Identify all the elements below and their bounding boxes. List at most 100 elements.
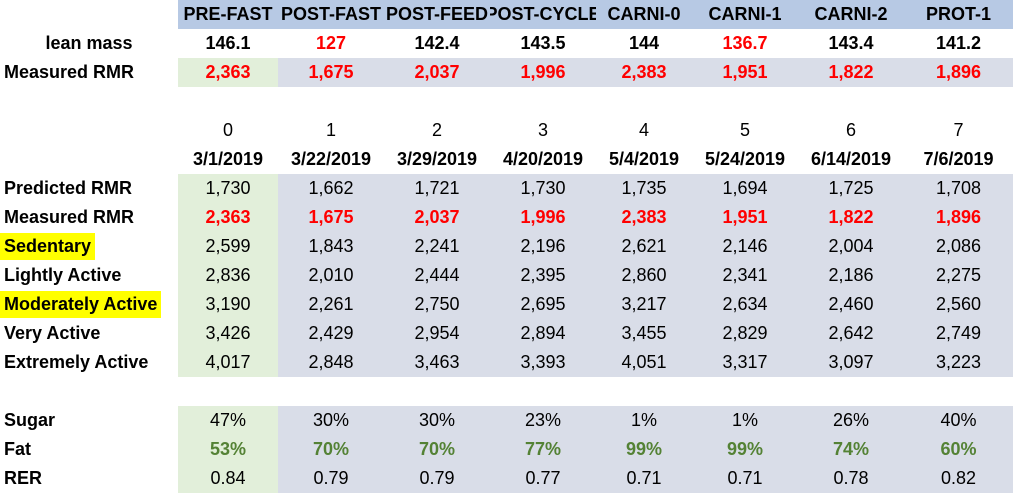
measured-rmr-cell[interactable]: 1,996: [490, 58, 596, 87]
index-cell[interactable]: 5: [739, 120, 750, 140]
data-cell[interactable]: 1,662: [278, 174, 384, 203]
measured-rmr-cell[interactable]: 1,822: [798, 58, 904, 87]
date-header[interactable]: 6/14/2019: [810, 149, 892, 169]
data-cell[interactable]: 2,146: [692, 232, 798, 261]
index-cell[interactable]: 1: [325, 120, 336, 140]
macro-cell[interactable]: 0.82: [904, 464, 1013, 493]
data-cell[interactable]: 2,599: [178, 232, 278, 261]
measured-rmr-cell[interactable]: 1,896: [904, 58, 1013, 87]
data-cell[interactable]: 2,848: [278, 348, 384, 377]
data-cell[interactable]: 2,894: [490, 319, 596, 348]
phase-header[interactable]: CARNI-1: [692, 0, 798, 29]
data-cell[interactable]: 2,010: [278, 261, 384, 290]
data-cell[interactable]: 2,954: [384, 319, 490, 348]
data-cell[interactable]: 2,004: [798, 232, 904, 261]
data-cell[interactable]: 3,223: [904, 348, 1013, 377]
measured-rmr-cell[interactable]: 2,383: [596, 58, 692, 87]
data-cell[interactable]: 3,463: [384, 348, 490, 377]
data-cell[interactable]: 2,429: [278, 319, 384, 348]
phase-header[interactable]: CARNI-2: [798, 0, 904, 29]
macro-cell[interactable]: 26%: [798, 406, 904, 435]
macro-cell[interactable]: 74%: [798, 435, 904, 464]
data-cell[interactable]: 2,196: [490, 232, 596, 261]
date-header[interactable]: 5/4/2019: [608, 149, 680, 169]
date-header[interactable]: 7/6/2019: [923, 149, 994, 169]
data-cell[interactable]: 2,621: [596, 232, 692, 261]
macro-cell[interactable]: 0.84: [178, 464, 278, 493]
phase-header[interactable]: POST-CYCLE: [490, 0, 596, 29]
lean-mass-cell[interactable]: 143.4: [828, 33, 874, 53]
lean-mass-cell[interactable]: 144: [628, 33, 660, 53]
index-cell[interactable]: 0: [222, 120, 233, 140]
data-cell[interactable]: 2,860: [596, 261, 692, 290]
phase-header[interactable]: POST-FEED: [384, 0, 490, 29]
data-cell[interactable]: 2,829: [692, 319, 798, 348]
macro-cell[interactable]: 0.77: [490, 464, 596, 493]
data-cell[interactable]: 2,750: [384, 290, 490, 319]
data-cell[interactable]: 2,037: [384, 203, 490, 232]
data-cell[interactable]: 1,730: [490, 174, 596, 203]
measured-rmr-cell[interactable]: 2,037: [384, 58, 490, 87]
data-cell[interactable]: 1,843: [278, 232, 384, 261]
macro-cell[interactable]: 0.78: [798, 464, 904, 493]
macro-cell[interactable]: 40%: [904, 406, 1013, 435]
data-cell[interactable]: 1,951: [692, 203, 798, 232]
macro-cell[interactable]: 1%: [596, 406, 692, 435]
data-cell[interactable]: 1,708: [904, 174, 1013, 203]
macro-cell[interactable]: 70%: [278, 435, 384, 464]
data-cell[interactable]: 2,560: [904, 290, 1013, 319]
measured-rmr-cell[interactable]: 1,951: [692, 58, 798, 87]
phase-header[interactable]: POST-FAST: [278, 0, 384, 29]
data-cell[interactable]: 3,217: [596, 290, 692, 319]
data-cell[interactable]: 2,341: [692, 261, 798, 290]
index-cell[interactable]: 7: [953, 120, 964, 140]
index-cell[interactable]: 6: [845, 120, 856, 140]
measured-rmr-cell[interactable]: 1,675: [278, 58, 384, 87]
date-header[interactable]: 3/22/2019: [290, 149, 372, 169]
data-cell[interactable]: 2,383: [596, 203, 692, 232]
data-cell[interactable]: 1,896: [904, 203, 1013, 232]
data-cell[interactable]: 2,444: [384, 261, 490, 290]
macro-cell[interactable]: 0.71: [692, 464, 798, 493]
phase-header[interactable]: CARNI-0: [596, 0, 692, 29]
data-cell[interactable]: 3,426: [178, 319, 278, 348]
date-header[interactable]: 5/24/2019: [704, 149, 786, 169]
data-cell[interactable]: 3,097: [798, 348, 904, 377]
lean-mass-cell[interactable]: 142.4: [414, 33, 460, 53]
lean-mass-cell[interactable]: 141.2: [935, 33, 982, 53]
macro-cell[interactable]: 47%: [178, 406, 278, 435]
data-cell[interactable]: 2,363: [178, 203, 278, 232]
phase-header[interactable]: PRE-FAST: [178, 0, 278, 29]
data-cell[interactable]: 2,261: [278, 290, 384, 319]
data-cell[interactable]: 4,017: [178, 348, 278, 377]
data-cell[interactable]: 3,317: [692, 348, 798, 377]
macro-cell[interactable]: 0.71: [596, 464, 692, 493]
macro-cell[interactable]: 70%: [384, 435, 490, 464]
data-cell[interactable]: 2,241: [384, 232, 490, 261]
macro-cell[interactable]: 99%: [596, 435, 692, 464]
measured-rmr-cell[interactable]: 2,363: [178, 58, 278, 87]
data-cell[interactable]: 1,730: [178, 174, 278, 203]
data-cell[interactable]: 2,086: [904, 232, 1013, 261]
lean-mass-cell[interactable]: 136.7: [722, 33, 768, 53]
data-cell[interactable]: 2,836: [178, 261, 278, 290]
macro-cell[interactable]: 0.79: [384, 464, 490, 493]
index-cell[interactable]: 2: [431, 120, 442, 140]
data-cell[interactable]: 2,749: [904, 319, 1013, 348]
data-cell[interactable]: 2,695: [490, 290, 596, 319]
lean-mass-cell[interactable]: 146.1: [205, 33, 251, 53]
data-cell[interactable]: 2,186: [798, 261, 904, 290]
data-cell[interactable]: 1,822: [798, 203, 904, 232]
data-cell[interactable]: 2,460: [798, 290, 904, 319]
index-cell[interactable]: 3: [537, 120, 548, 140]
index-cell[interactable]: 4: [638, 120, 649, 140]
phase-header[interactable]: PROT-1: [904, 0, 1013, 29]
data-cell[interactable]: 2,642: [798, 319, 904, 348]
data-cell[interactable]: 4,051: [596, 348, 692, 377]
data-cell[interactable]: 1,694: [692, 174, 798, 203]
macro-cell[interactable]: 1%: [692, 406, 798, 435]
data-cell[interactable]: 2,395: [490, 261, 596, 290]
macro-cell[interactable]: 30%: [278, 406, 384, 435]
data-cell[interactable]: 3,190: [178, 290, 278, 319]
date-header[interactable]: 3/29/2019: [396, 149, 478, 169]
